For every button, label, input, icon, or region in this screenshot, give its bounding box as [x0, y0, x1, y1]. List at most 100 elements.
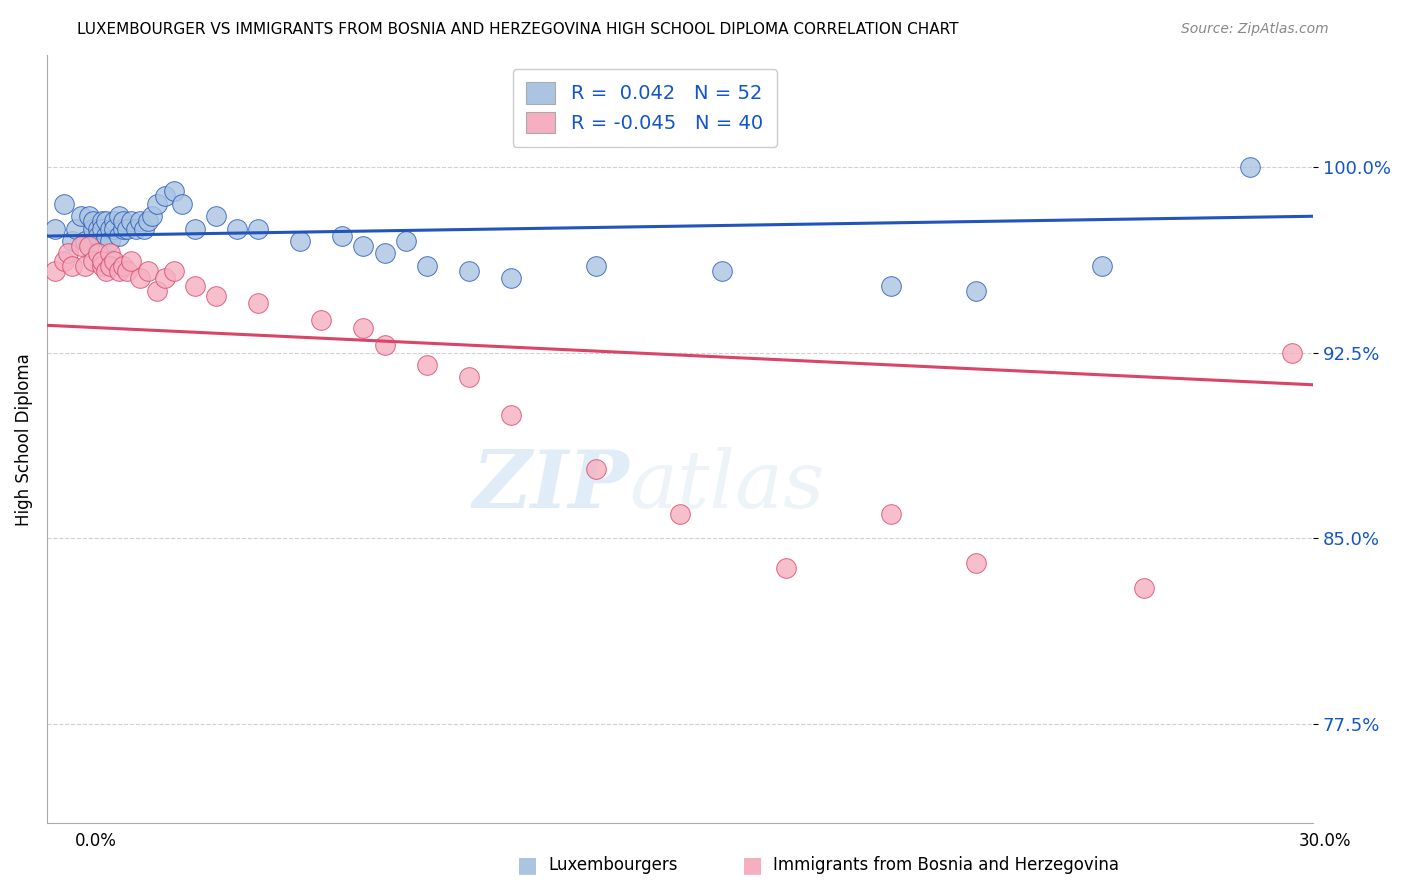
Point — [90, 253, 112, 268]
Point — [141, 209, 163, 223]
Text: atlas: atlas — [630, 447, 825, 524]
Point — [1281, 345, 1303, 359]
Point — [225, 221, 247, 235]
Point — [1133, 581, 1156, 595]
Point — [52, 197, 75, 211]
Point — [288, 234, 311, 248]
Point — [416, 259, 439, 273]
Point — [60, 234, 83, 248]
Point — [111, 214, 134, 228]
Text: 0.0%: 0.0% — [75, 831, 117, 849]
Point — [103, 253, 125, 268]
Point — [965, 556, 987, 570]
Point — [82, 214, 104, 228]
Point — [246, 296, 269, 310]
Point — [204, 288, 226, 302]
Point — [880, 278, 903, 293]
Point — [77, 209, 100, 223]
Point — [332, 229, 354, 244]
Point — [585, 259, 607, 273]
Point — [458, 370, 481, 384]
Legend: R =  0.042   N = 52, R = -0.045   N = 40: R = 0.042 N = 52, R = -0.045 N = 40 — [513, 69, 776, 147]
Point — [965, 284, 987, 298]
Point — [69, 239, 91, 253]
Point — [44, 221, 66, 235]
Point — [162, 185, 184, 199]
Point — [103, 214, 125, 228]
Point — [246, 221, 269, 235]
Point — [52, 253, 75, 268]
Point — [145, 284, 167, 298]
Point — [501, 271, 523, 285]
Point — [60, 259, 83, 273]
Point — [94, 264, 117, 278]
Text: LUXEMBOURGER VS IMMIGRANTS FROM BOSNIA AND HERZEGOVINA HIGH SCHOOL DIPLOMA CORRE: LUXEMBOURGER VS IMMIGRANTS FROM BOSNIA A… — [77, 22, 959, 37]
Point — [153, 271, 176, 285]
Point — [86, 221, 108, 235]
Point — [77, 239, 100, 253]
Point — [416, 358, 439, 372]
Point — [136, 264, 159, 278]
Point — [501, 408, 523, 422]
Point — [82, 221, 104, 235]
Text: Immigrants from Bosnia and Herzegovina: Immigrants from Bosnia and Herzegovina — [773, 856, 1119, 874]
Point — [44, 264, 66, 278]
Point — [311, 313, 333, 327]
Text: Source: ZipAtlas.com: Source: ZipAtlas.com — [1181, 22, 1329, 37]
Point — [170, 197, 193, 211]
Point — [107, 209, 129, 223]
Point — [711, 264, 734, 278]
Point — [107, 229, 129, 244]
Point — [98, 246, 121, 260]
Y-axis label: High School Diploma: High School Diploma — [15, 353, 32, 525]
Point — [124, 221, 146, 235]
Text: 30.0%: 30.0% — [1298, 831, 1351, 849]
Point — [669, 507, 692, 521]
Point — [120, 214, 142, 228]
Point — [1239, 160, 1261, 174]
Text: ■: ■ — [517, 855, 537, 875]
Point — [353, 239, 375, 253]
Point — [115, 221, 138, 235]
Point — [153, 189, 176, 203]
Point — [374, 246, 396, 260]
Point — [98, 234, 121, 248]
Point — [395, 234, 418, 248]
Point — [1091, 259, 1114, 273]
Point — [111, 221, 134, 235]
Point — [111, 259, 134, 273]
Point — [90, 221, 112, 235]
Point — [145, 197, 167, 211]
Point — [98, 259, 121, 273]
Point — [120, 253, 142, 268]
Point — [90, 214, 112, 228]
Point — [183, 278, 205, 293]
Point — [107, 264, 129, 278]
Point — [86, 246, 108, 260]
Point — [374, 338, 396, 352]
Text: Luxembourgers: Luxembourgers — [548, 856, 678, 874]
Point — [115, 264, 138, 278]
Point — [94, 214, 117, 228]
Text: ■: ■ — [742, 855, 762, 875]
Point — [73, 234, 96, 248]
Point — [132, 221, 155, 235]
Point — [353, 320, 375, 334]
Point — [90, 259, 112, 273]
Text: ZIP: ZIP — [472, 447, 630, 524]
Point — [86, 229, 108, 244]
Point — [880, 507, 903, 521]
Point — [585, 462, 607, 476]
Point — [73, 259, 96, 273]
Point — [103, 221, 125, 235]
Point — [162, 264, 184, 278]
Point — [136, 214, 159, 228]
Point — [775, 561, 797, 575]
Point — [183, 221, 205, 235]
Point — [82, 253, 104, 268]
Point — [98, 221, 121, 235]
Point — [128, 214, 150, 228]
Point — [128, 271, 150, 285]
Point — [458, 264, 481, 278]
Point — [94, 229, 117, 244]
